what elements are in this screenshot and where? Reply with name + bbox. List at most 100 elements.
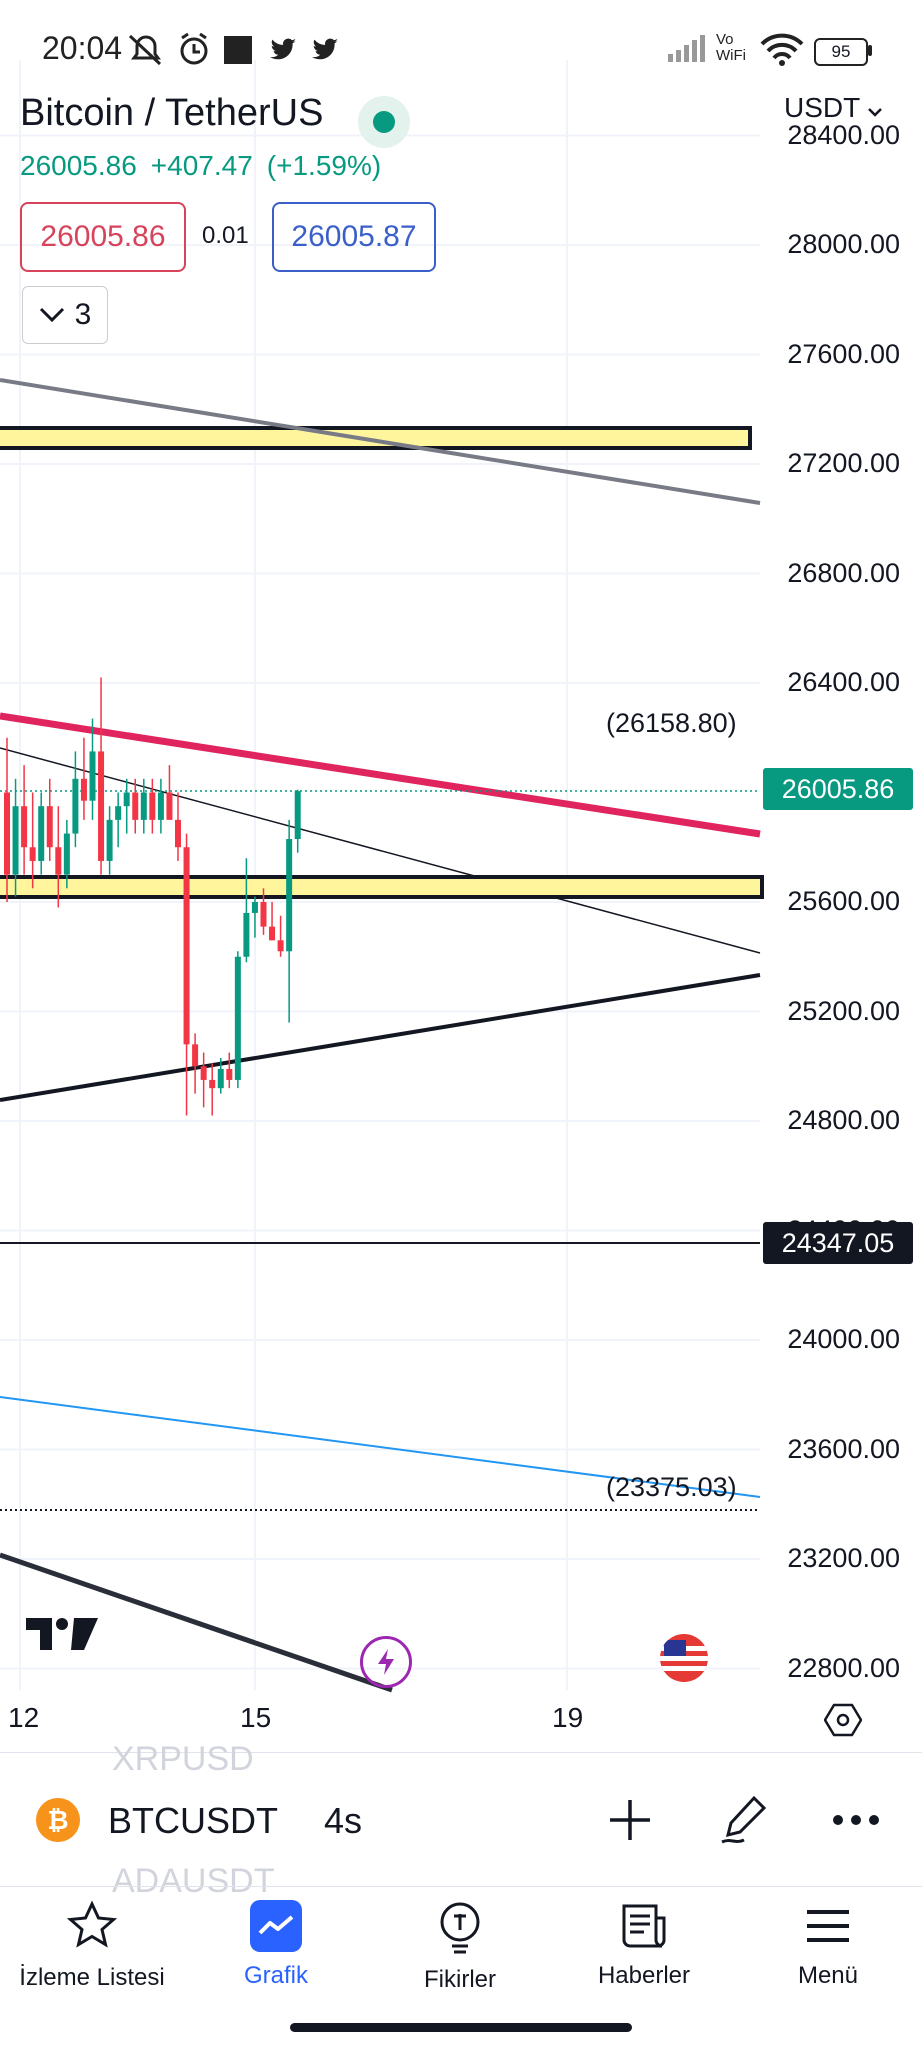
candle — [226, 1052, 233, 1089]
candle — [175, 792, 181, 861]
newspaper-icon — [622, 1904, 666, 1948]
date-label: 12 — [8, 1702, 40, 1733]
candle — [98, 677, 105, 875]
price-axis-label: 24000.00 — [787, 1324, 900, 1354]
nav-label: Menü — [797, 1962, 859, 1989]
signal-icon — [668, 35, 705, 62]
price-axis-label: 23600.00 — [787, 1433, 900, 1464]
bell-off-icon — [128, 34, 162, 66]
sell-button[interactable]: 26005.86 — [20, 202, 186, 272]
candle — [72, 751, 79, 848]
nav-label: İzleme Listesi — [19, 1964, 165, 1991]
previous-symbol[interactable]: XRPUSD — [112, 1740, 254, 1778]
trend-line-black — [0, 973, 761, 1102]
price-axis-label: 26400.00 — [787, 667, 900, 697]
currency-selector[interactable]: USDT — [784, 92, 882, 124]
chart-settings-icon[interactable] — [824, 1702, 862, 1738]
last-price-tag: 26005.86 — [763, 768, 913, 810]
wifi-icon — [760, 33, 804, 66]
candle — [106, 806, 113, 875]
add-button[interactable] — [600, 1790, 660, 1850]
price-axis-label: 27200.00 — [787, 448, 900, 478]
battery-cap — [868, 45, 872, 56]
symbol-ticker[interactable]: BTCUSDT — [108, 1800, 278, 1841]
candle — [140, 778, 147, 834]
candle — [12, 778, 19, 897]
candle — [132, 778, 139, 834]
chart-icon — [250, 1900, 302, 1952]
low-annotation: (23375.03) — [606, 1472, 737, 1502]
price-axis-label: 28000.00 — [787, 229, 900, 259]
pen-icon — [721, 1795, 767, 1844]
candle — [243, 858, 250, 963]
price-axis-label: 23200.00 — [787, 1543, 900, 1573]
candle — [38, 792, 45, 875]
nav-news[interactable]: Haberler — [552, 1900, 736, 1990]
flash-icon[interactable] — [360, 1636, 412, 1688]
indicators-toggle-button[interactable]: 3 — [22, 286, 108, 344]
candle — [251, 896, 258, 938]
candle — [55, 806, 62, 908]
price-axis-label: 25200.00 — [787, 995, 900, 1026]
candles — [4, 677, 301, 1116]
price-axis-label: 22800.00 — [787, 1652, 900, 1683]
twitter-icon — [312, 38, 338, 60]
price-axis-label: 25600.00 — [787, 886, 900, 916]
nav-chart[interactable]: Grafik — [184, 1900, 368, 1990]
interval-selector[interactable]: 4s — [324, 1800, 363, 1841]
vowifi-label: Vo WiFi — [716, 31, 746, 64]
price-chart[interactable] — [0, 0, 922, 1752]
nav-ideas[interactable]: Fikirler — [368, 1900, 552, 1994]
more-horizontal-icon — [833, 1815, 879, 1825]
nav-menu[interactable]: Menü — [736, 1900, 920, 1990]
candle — [4, 737, 10, 902]
spread-value: 0.01 — [202, 222, 249, 249]
candle — [157, 778, 164, 834]
nav-label: Grafik — [243, 1962, 308, 1989]
date-label: 15 — [240, 1702, 272, 1733]
alarm-icon — [180, 32, 208, 65]
chevron-down-icon — [39, 307, 64, 323]
chart-drawings — [0, 378, 764, 1693]
market-open-indicator — [358, 96, 410, 148]
candle — [89, 718, 96, 820]
candle — [63, 819, 70, 889]
indicators-count: 3 — [74, 298, 92, 331]
price-axis-label: 26800.00 — [787, 557, 900, 588]
candle — [200, 1052, 207, 1108]
price-axis-label: 27600.00 — [787, 338, 900, 369]
candle — [234, 951, 241, 1089]
lightbulb-icon — [440, 1902, 480, 1954]
more-options-button[interactable] — [826, 1790, 886, 1850]
trend-line-gray — [0, 378, 761, 505]
menu-icon — [807, 1910, 849, 1942]
candle — [277, 915, 284, 957]
candle — [166, 765, 173, 820]
price-axis-label: 28400.00 — [787, 119, 900, 150]
trend-line-blue — [0, 1396, 761, 1498]
nav-watchlist[interactable]: İzleme Listesi — [0, 1900, 184, 1992]
battery-icon: 95 — [814, 38, 868, 66]
date-label: 19 — [552, 1702, 584, 1733]
nav-label: Haberler — [597, 1962, 691, 1989]
price-axis-label: 24800.00 — [787, 1105, 900, 1135]
symbol-title[interactable]: Bitcoin / TetherUS — [20, 92, 324, 134]
high-level-line — [0, 747, 761, 954]
twitter-icon — [270, 38, 296, 60]
trend-line-red — [0, 712, 761, 838]
candle — [123, 778, 130, 834]
star-icon — [66, 1900, 118, 1948]
status-notification-icons — [128, 32, 338, 66]
resistance-zone — [0, 426, 752, 450]
battery-level: 95 — [831, 42, 851, 61]
candle — [269, 902, 276, 941]
next-symbol[interactable]: ADAUSDT — [112, 1862, 275, 1900]
candle — [149, 778, 156, 834]
buy-button[interactable]: 26005.87 — [272, 202, 436, 272]
drawing-tools-button[interactable] — [714, 1790, 774, 1850]
us-flag-icon[interactable] — [660, 1634, 708, 1682]
divider — [0, 1752, 922, 1753]
bitcoin-icon: ₿ — [36, 1798, 80, 1842]
price-change-percent: (+1.59%) — [266, 150, 382, 181]
home-indicator — [290, 2023, 632, 2032]
